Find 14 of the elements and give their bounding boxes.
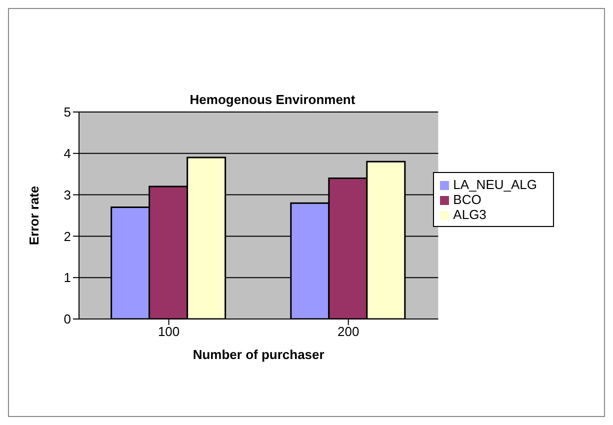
x-axis-title: Number of purchaser [192, 347, 324, 362]
legend-label: LA_NEU_ALG [453, 176, 537, 192]
y-axis-title: Error rate [26, 186, 42, 246]
x-tick-label: 100 [158, 324, 180, 340]
x-tick-label: 200 [338, 324, 360, 340]
y-tick-label: 2 [64, 228, 71, 244]
y-tick-label: 4 [64, 146, 71, 162]
y-tick-label: 1 [64, 270, 71, 286]
y-tick-label: 3 [64, 187, 71, 202]
legend-label: ALG3 [453, 206, 486, 222]
chart-title: Hemogenous Environment [188, 92, 356, 107]
legend-label: BCO [453, 192, 482, 206]
y-tick-label: 5 [64, 104, 71, 120]
y-tick-label: 0 [64, 312, 71, 327]
